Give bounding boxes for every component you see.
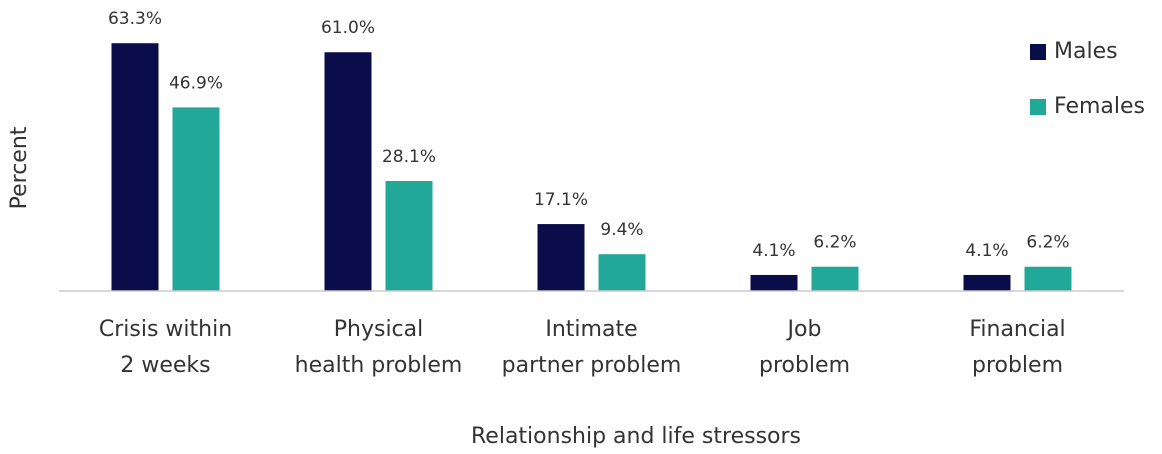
bar <box>811 266 859 291</box>
data-label: 63.3% <box>108 9 162 29</box>
data-label: 46.9% <box>169 73 223 93</box>
bar <box>598 254 646 291</box>
bar <box>963 274 1011 291</box>
bar <box>324 52 372 291</box>
x-tick-label: Intimate partner problem <box>502 317 682 378</box>
x-tick-label: Financial problem <box>969 317 1065 378</box>
x-tick-label-line: problem <box>972 353 1063 378</box>
x-tick-label-line: Financial <box>969 317 1065 342</box>
bar <box>111 43 159 292</box>
x-tick-label-line: problem <box>759 353 850 378</box>
data-label: 28.1% <box>382 147 436 167</box>
data-label: 61.0% <box>321 18 375 38</box>
legend-label: Males <box>1054 39 1118 64</box>
data-label: 6.2% <box>813 233 856 253</box>
data-label: 9.4% <box>600 220 643 240</box>
data-label: 4.1% <box>965 241 1008 261</box>
x-tick-label: Physical health problem <box>295 317 463 378</box>
bar <box>1024 266 1072 291</box>
x-tick-label-line: health problem <box>295 353 463 378</box>
y-axis-label: Percent <box>7 126 32 209</box>
x-tick-label-line: Crisis within <box>99 317 232 342</box>
legend-label: Females <box>1054 94 1145 119</box>
x-tick-label-line: Intimate <box>545 317 637 342</box>
legend-swatch <box>1030 99 1046 115</box>
x-tick-label: Job problem <box>759 317 850 378</box>
data-label: 17.1% <box>534 190 588 210</box>
bar <box>172 107 220 291</box>
bar <box>537 224 585 291</box>
x-tick-label-line: 2 weeks <box>120 353 210 378</box>
legend-swatch <box>1030 44 1046 60</box>
x-tick-label: Crisis within 2 weeks <box>99 317 232 378</box>
bar <box>750 274 798 291</box>
data-label: 4.1% <box>752 241 795 261</box>
data-label: 6.2% <box>1026 233 1069 253</box>
x-tick-label-line: Physical <box>334 317 424 342</box>
x-axis-label: Relationship and life stressors <box>471 424 801 449</box>
x-tick-label-line: partner problem <box>502 353 682 378</box>
x-tick-label-line: Job <box>786 317 822 342</box>
bar <box>385 181 433 291</box>
